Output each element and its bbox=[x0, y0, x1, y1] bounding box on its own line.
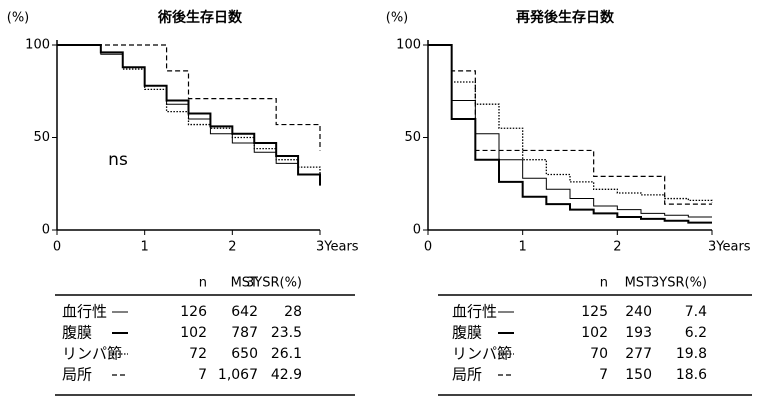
chart-title: 再発後生存日数 bbox=[516, 9, 615, 26]
x-tick-label: 2 bbox=[613, 240, 621, 255]
row-label: 血行性 bbox=[62, 303, 107, 321]
survival-curve bbox=[57, 44, 321, 175]
table-cell: 193 bbox=[625, 325, 652, 341]
table-cell: 28 bbox=[284, 304, 302, 320]
survival-curve bbox=[57, 44, 321, 151]
table-cell: 70 bbox=[590, 346, 608, 362]
table-cell: 787 bbox=[231, 325, 258, 341]
row-label: 局所 bbox=[62, 366, 92, 384]
table-cell: 650 bbox=[231, 346, 258, 362]
x-tick-label: 3Years bbox=[708, 240, 751, 255]
x-tick-label: 0 bbox=[53, 240, 61, 255]
y-tick-label: 100 bbox=[396, 38, 421, 53]
table-cell: 102 bbox=[180, 325, 207, 341]
table-cell: 642 bbox=[231, 304, 258, 320]
table-cell: 102 bbox=[581, 325, 608, 341]
y-tick-label: 100 bbox=[25, 38, 50, 53]
row-label: 腹膜 bbox=[62, 324, 92, 342]
table-header: n bbox=[600, 276, 608, 291]
table-cell: 240 bbox=[625, 304, 652, 320]
table-cell: 42.9 bbox=[271, 367, 302, 383]
table-cell: 277 bbox=[625, 346, 652, 362]
row-label: リンパ節 bbox=[62, 345, 122, 363]
x-tick-label: 0 bbox=[424, 240, 432, 255]
table-header: n bbox=[199, 276, 207, 291]
row-label: リンパ節 bbox=[452, 345, 512, 363]
row-label: 局所 bbox=[452, 366, 482, 384]
table-header: 3YSR(%) bbox=[246, 276, 302, 291]
y-tick-label: 50 bbox=[33, 130, 50, 145]
table-header: MST bbox=[625, 276, 652, 291]
row-label: 血行性 bbox=[452, 303, 497, 321]
y-tick-label: 50 bbox=[404, 130, 421, 145]
survival-curve bbox=[428, 44, 712, 205]
table-cell: 150 bbox=[625, 367, 652, 383]
table-cell: 6.2 bbox=[685, 325, 707, 341]
survival-curve bbox=[428, 44, 713, 203]
table-cell: 7 bbox=[198, 367, 207, 383]
y-axis-label: (%) bbox=[386, 11, 409, 26]
table-cell: 72 bbox=[189, 346, 207, 362]
table-header: 3YSR(%) bbox=[651, 276, 707, 291]
annotation: ns bbox=[108, 150, 128, 170]
row-label: 腹膜 bbox=[452, 324, 482, 342]
table-cell: 125 bbox=[581, 304, 608, 320]
x-tick-label: 2 bbox=[228, 240, 236, 255]
y-tick-label: 0 bbox=[413, 223, 421, 238]
table-cell: 1,067 bbox=[218, 367, 258, 383]
table-cell: 23.5 bbox=[271, 325, 302, 341]
survival-curve bbox=[428, 44, 712, 224]
x-tick-label: 3Years bbox=[316, 240, 359, 255]
table-cell: 7.4 bbox=[685, 304, 707, 320]
chart-title: 術後生存日数 bbox=[157, 9, 243, 26]
table-cell: 126 bbox=[180, 304, 207, 320]
table-cell: 18.6 bbox=[676, 367, 707, 383]
y-axis-label: (%) bbox=[7, 11, 30, 26]
y-tick-label: 0 bbox=[42, 223, 50, 238]
table-header: MST bbox=[231, 276, 258, 291]
table-cell: 19.8 bbox=[676, 346, 707, 362]
table-cell: 26.1 bbox=[271, 346, 302, 362]
x-tick-label: 1 bbox=[519, 240, 527, 255]
survival-curve bbox=[57, 44, 321, 179]
table-cell: 7 bbox=[599, 367, 608, 383]
x-tick-label: 1 bbox=[141, 240, 149, 255]
